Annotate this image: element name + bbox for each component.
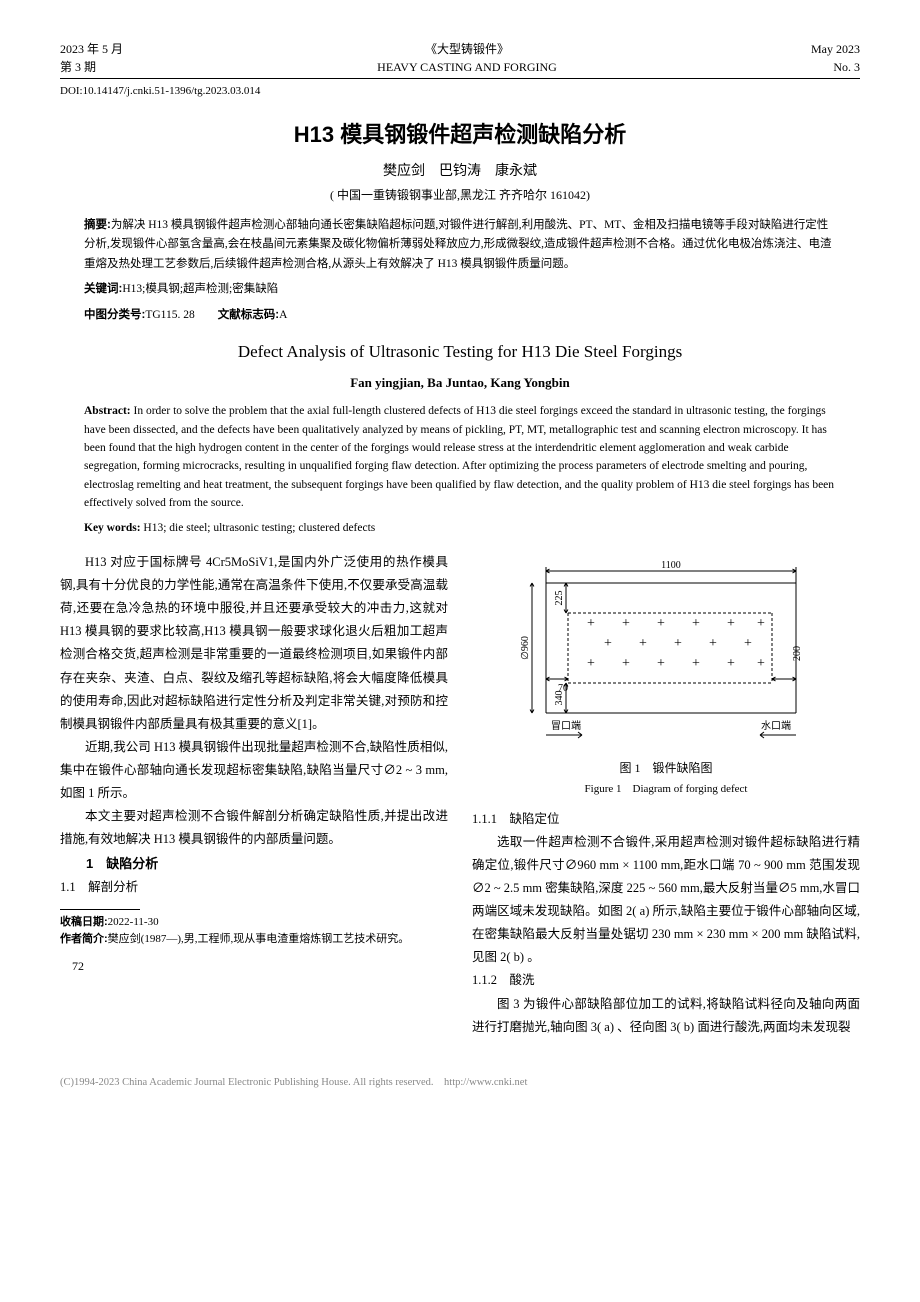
svg-text:+: + [639, 636, 647, 651]
para-locate: 选取一件超声检测不合锻件,采用超声检测对锻件超标缺陷进行精确定位,锻件尺寸∅96… [472, 831, 860, 970]
svg-text:+: + [692, 616, 700, 631]
doi: DOI:10.14147/j.cnki.51-1396/tg.2023.03.0… [60, 83, 860, 100]
header-right-date: May 2023 [811, 40, 860, 58]
header-left-date: 2023 年 5 月 [60, 40, 123, 58]
svg-text:+: + [622, 656, 630, 671]
abstract-label-en: Abstract: [84, 405, 131, 417]
svg-text:冒口端: 冒口端 [551, 719, 581, 732]
svg-text:+: + [757, 616, 765, 631]
recv-date: 2022-11-30 [108, 916, 159, 928]
keywords-en: Key words: H13; die steel; ultrasonic te… [84, 519, 836, 537]
journal-name-en: HEAVY CASTING AND FORGING [123, 58, 811, 76]
svg-text:+: + [757, 656, 765, 671]
svg-text:+: + [622, 616, 630, 631]
figure-1: +++++++++++++++++1100∅96022534070200冒口端水… [472, 555, 860, 800]
svg-text:+: + [587, 616, 595, 631]
docmark-text: A [279, 309, 287, 321]
footnote-received: 收稿日期:2022-11-30 [60, 914, 448, 932]
page-number: 72 [60, 955, 448, 977]
para-pickling: 图 3 为锻件心部缺陷部位加工的试料,将缺陷试料径向及轴向两面进行打磨抛光,轴向… [472, 993, 860, 1039]
authors-en: Fan yingjian, Ba Juntao, Kang Yongbin [60, 373, 860, 393]
author-intro-text: 樊应剑(1987—),男,工程师,现从事电渣重熔炼钢工艺技术研究。 [108, 933, 410, 945]
header-right-issue: No. 3 [811, 58, 860, 76]
heading-1-1: 1.1 解剖分析 [60, 876, 448, 899]
header-right: May 2023 No. 3 [811, 40, 860, 76]
keywords-label-cn: 关键词: [84, 283, 122, 295]
affiliation: ( 中国一重铸锻钢事业部,黑龙江 齐齐哈尔 161042) [60, 186, 860, 204]
authors-cn: 樊应剑 巴钧涛 康永斌 [60, 161, 860, 182]
para-intro-3: 本文主要对超声检测不合锻件解剖分析确定缺陷性质,并提出改进措施,有效地解决 H1… [60, 805, 448, 851]
clc-label: 中图分类号: [84, 309, 145, 321]
body-columns: H13 对应于国标牌号 4Cr5MoSiV1,是国内外广泛使用的热作模具钢,具有… [60, 551, 860, 1039]
docmark-label: 文献标志码: [218, 309, 279, 321]
figure-1-caption-cn: 图 1 锻件缺陷图 [472, 757, 860, 779]
clc-text: TG115. 28 [145, 309, 194, 321]
svg-text:+: + [657, 616, 665, 631]
para-intro-1: H13 对应于国标牌号 4Cr5MoSiV1,是国内外广泛使用的热作模具钢,具有… [60, 551, 448, 736]
abstract-cn: 摘要:为解决 H13 模具钢锻件超声检测心部轴向通长密集缺陷超标问题,对锻件进行… [84, 216, 836, 275]
svg-text:∅960: ∅960 [520, 636, 531, 660]
abstract-text-en: In order to solve the problem that the a… [84, 405, 834, 509]
svg-text:+: + [709, 636, 717, 651]
journal-name-cn: 《大型铸锻件》 [123, 40, 811, 58]
footnote-author: 作者简介:樊应剑(1987—),男,工程师,现从事电渣重熔炼钢工艺技术研究。 [60, 931, 448, 949]
svg-text:+: + [727, 616, 735, 631]
abstract-text-cn: 为解决 H13 模具钢锻件超声检测心部轴向通长密集缺陷超标问题,对锻件进行解剖,… [84, 219, 832, 270]
clc-docmark: 中图分类号:TG115. 28 文献标志码:A [84, 306, 836, 326]
svg-text:70: 70 [558, 683, 568, 694]
svg-text:+: + [587, 656, 595, 671]
footnote-separator [60, 909, 140, 910]
keywords-text-en: H13; die steel; ultrasonic testing; clus… [143, 522, 375, 534]
header-center: 《大型铸锻件》 HEAVY CASTING AND FORGING [123, 40, 811, 76]
abstract-label-cn: 摘要: [84, 219, 111, 231]
svg-text:+: + [674, 636, 682, 651]
paper-title-en: Defect Analysis of Ultrasonic Testing fo… [60, 339, 860, 365]
svg-text:+: + [692, 656, 700, 671]
header-rule [60, 78, 860, 79]
svg-text:水口端: 水口端 [761, 719, 791, 732]
para-intro-2: 近期,我公司 H13 模具钢锻件出现批量超声检测不合,缺陷性质相似,集中在锻件心… [60, 736, 448, 805]
column-right: +++++++++++++++++1100∅96022534070200冒口端水… [472, 551, 860, 1039]
svg-text:+: + [727, 656, 735, 671]
paper-title-cn: H13 模具钢锻件超声检测缺陷分析 [60, 118, 860, 151]
recv-label: 收稿日期: [60, 916, 108, 928]
heading-1-1-1: 1.1.1 缺陷定位 [472, 808, 860, 831]
header-left-issue: 第 3 期 [60, 58, 123, 76]
heading-1-1-2: 1.1.2 酸洗 [472, 969, 860, 992]
keywords-cn: 关键词:H13;模具钢;超声检测;密集缺陷 [84, 280, 836, 300]
figure-1-caption-en: Figure 1 Diagram of forging defect [472, 779, 860, 799]
svg-text:+: + [744, 636, 752, 651]
svg-text:+: + [604, 636, 612, 651]
keywords-text-cn: H13;模具钢;超声检测;密集缺陷 [122, 283, 278, 295]
journal-header: 2023 年 5 月 第 3 期 《大型铸锻件》 HEAVY CASTING A… [60, 40, 860, 76]
figure-1-svg: +++++++++++++++++1100∅96022534070200冒口端水… [496, 555, 836, 755]
svg-text:1100: 1100 [661, 560, 681, 571]
svg-text:200: 200 [792, 646, 803, 661]
svg-text:+: + [657, 656, 665, 671]
svg-text:225: 225 [554, 590, 565, 605]
keywords-label-en: Key words: [84, 522, 141, 534]
header-left: 2023 年 5 月 第 3 期 [60, 40, 123, 76]
column-left: H13 对应于国标牌号 4Cr5MoSiV1,是国内外广泛使用的热作模具钢,具有… [60, 551, 448, 1039]
author-intro-label: 作者简介: [60, 933, 108, 945]
publisher-footer: (C)1994-2023 China Academic Journal Elec… [60, 1075, 860, 1091]
abstract-en: Abstract: In order to solve the problem … [84, 402, 836, 512]
heading-1: 1 缺陷分析 [60, 852, 448, 876]
